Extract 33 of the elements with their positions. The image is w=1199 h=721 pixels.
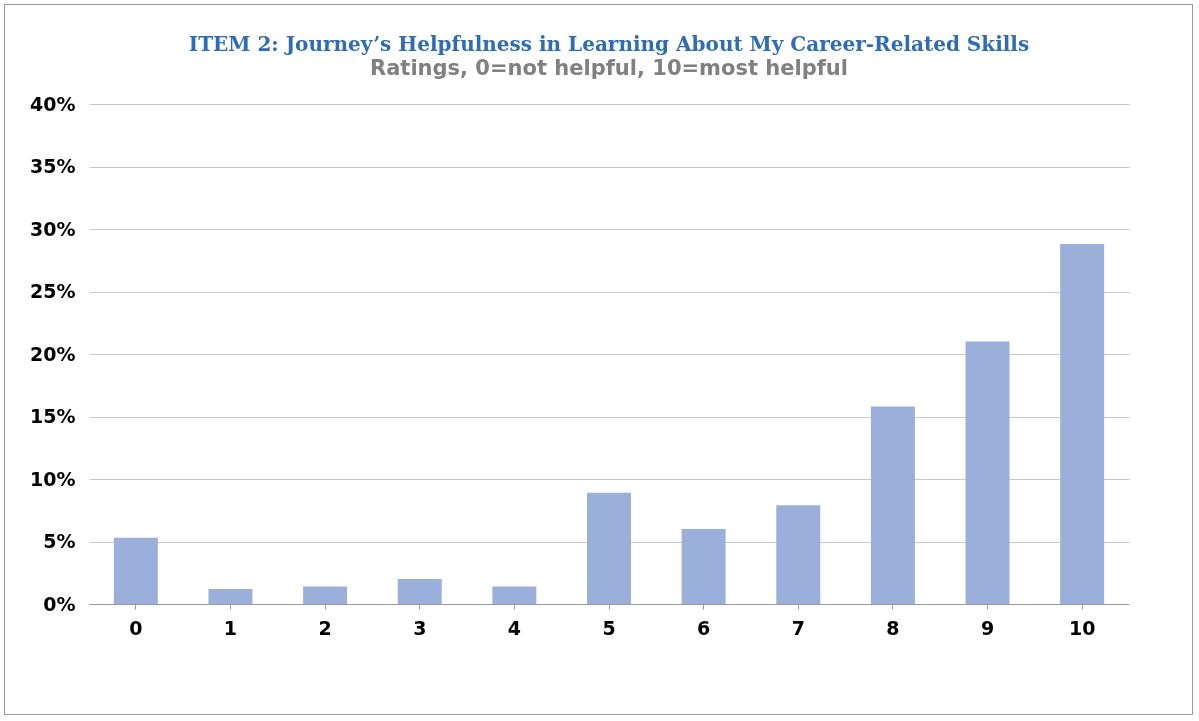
bar bbox=[113, 537, 158, 604]
x-tick-label: 8 bbox=[886, 616, 900, 639]
chart-title: ITEM 2: Journey’s Helpfulness in Learning About My Career-Related Skills bbox=[188, 32, 1030, 56]
y-tick-label: 10% bbox=[30, 467, 76, 490]
x-tick-label: 5 bbox=[602, 616, 616, 639]
bar bbox=[1060, 244, 1105, 604]
bar bbox=[587, 492, 631, 604]
x-tick-label: 9 bbox=[980, 616, 995, 639]
x-tick-label: 7 bbox=[791, 616, 805, 639]
bar bbox=[681, 529, 726, 604]
y-tick-label: 40% bbox=[30, 92, 76, 115]
x-tick-label: 10 bbox=[1068, 616, 1096, 639]
bar bbox=[303, 586, 348, 604]
y-tick-label: 20% bbox=[30, 342, 76, 365]
x-tick-label: 2 bbox=[318, 616, 332, 639]
x-tick-label: 3 bbox=[413, 616, 427, 639]
x-tick-label: 4 bbox=[507, 616, 521, 639]
y-tick-label: 0% bbox=[43, 592, 76, 615]
x-tick-label: 6 bbox=[697, 616, 711, 639]
y-tick-label: 15% bbox=[30, 405, 76, 427]
bar bbox=[776, 505, 821, 604]
bar bbox=[397, 579, 442, 604]
bar bbox=[208, 589, 253, 604]
y-tick-label: 5% bbox=[43, 530, 76, 552]
chart-subtitle: Ratings, 0=not helpful, 10=most helpful bbox=[370, 56, 848, 80]
bar bbox=[870, 406, 915, 604]
x-tick-label: 1 bbox=[223, 616, 238, 639]
x-tick-label: 0 bbox=[129, 616, 143, 639]
y-tick-label: 30% bbox=[30, 217, 76, 240]
y-tick-label: 25% bbox=[30, 280, 76, 302]
bar bbox=[965, 341, 1010, 604]
y-tick-label: 35% bbox=[30, 155, 76, 177]
bar bbox=[492, 586, 537, 604]
